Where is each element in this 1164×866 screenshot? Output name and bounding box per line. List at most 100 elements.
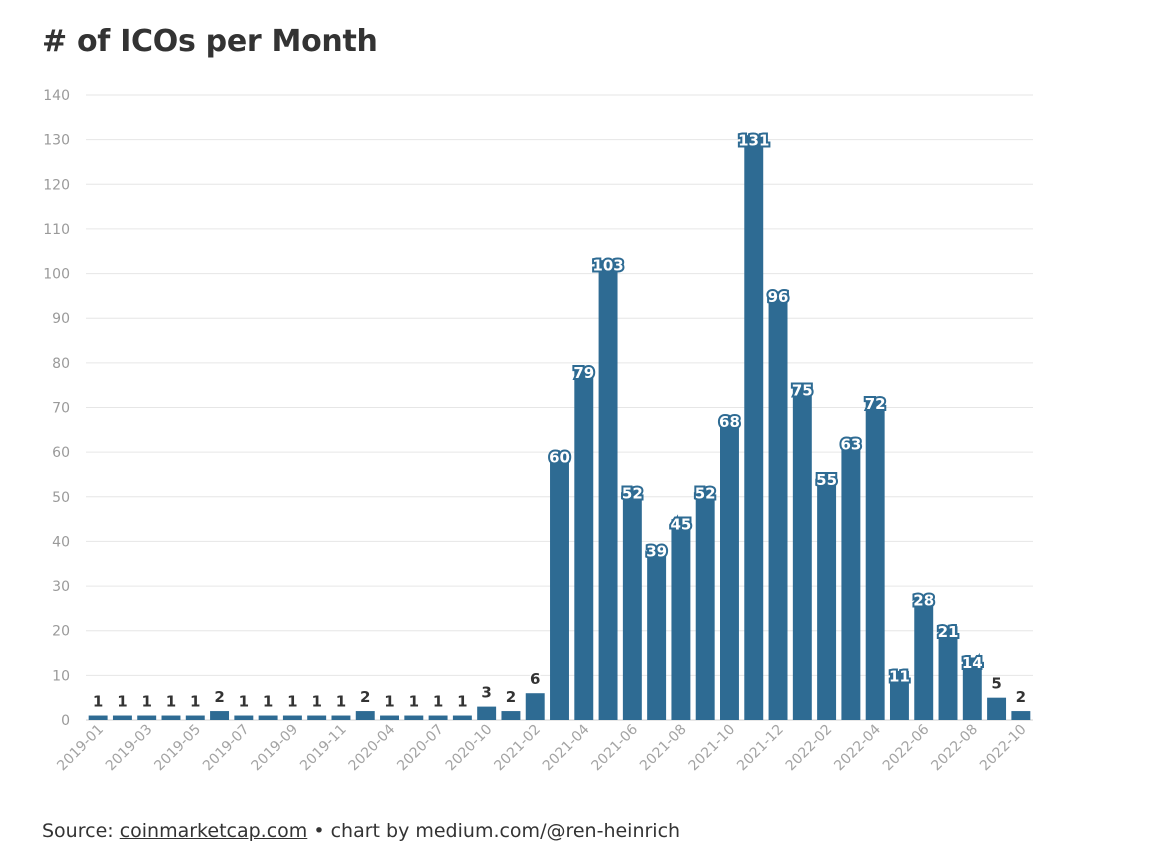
bar — [768, 291, 788, 720]
data-label: 1 — [141, 693, 151, 711]
x-tick-label: 2021-12 — [734, 722, 787, 775]
grid-lines — [86, 94, 1033, 721]
data-label: 72 — [865, 395, 886, 413]
source-link[interactable]: coinmarketcap.com — [119, 820, 308, 842]
bar — [137, 715, 157, 720]
x-tick-label: 2019-01 — [54, 722, 107, 775]
bar — [1011, 711, 1031, 720]
x-tick-label: 2021-06 — [588, 721, 641, 774]
x-tick-label: 2020-07 — [394, 722, 447, 775]
x-tick-label: 2022-10 — [977, 722, 1030, 775]
bar — [525, 693, 545, 720]
bar — [307, 715, 327, 720]
data-label: 79 — [573, 364, 594, 382]
x-tick-label: 2022-04 — [831, 721, 884, 774]
data-label: 39 — [646, 542, 667, 560]
x-tick-label: 2020-04 — [346, 721, 399, 774]
data-label: 2 — [506, 688, 516, 706]
bar — [817, 474, 837, 720]
y-tick-label: 0 — [61, 713, 70, 729]
data-label: 1 — [409, 693, 419, 711]
data-labels: 1 1 1 1 1 2 1 1 1 1 1 2 1 1 1 1 3 26607910352394552681319… — [91, 130, 1027, 712]
bar — [331, 715, 351, 720]
y-axis-tick-labels: 0 10 20 30 40 50 60 70 80 90 100 110 120 130 140 — [43, 88, 70, 729]
y-tick-label: 70 — [52, 401, 70, 417]
bar — [574, 367, 594, 720]
x-tick-label: 2021-02 — [491, 722, 544, 775]
data-label: 1 — [166, 693, 176, 711]
x-tick-label: 2019-09 — [249, 722, 302, 775]
data-label: 11 — [889, 667, 910, 685]
bar — [428, 715, 448, 720]
bar — [452, 715, 472, 720]
y-tick-label: 10 — [52, 668, 70, 684]
data-label: 14 — [962, 654, 983, 672]
bar — [210, 711, 230, 720]
bar — [744, 135, 764, 720]
bar — [234, 715, 254, 720]
y-tick-label: 130 — [43, 133, 70, 149]
data-label: 28 — [913, 592, 934, 610]
bar — [501, 711, 521, 720]
data-label: 1 — [433, 693, 443, 711]
x-tick-label: 2019-03 — [103, 722, 156, 775]
data-label: 1 — [287, 693, 297, 711]
data-label: 63 — [840, 435, 861, 453]
data-label: 60 — [549, 449, 570, 467]
source-prefix: Source: — [42, 820, 120, 842]
x-tick-label: 2020-10 — [443, 722, 496, 775]
x-tick-label: 2022-06 — [880, 721, 933, 774]
y-tick-label: 80 — [52, 356, 70, 372]
y-tick-label: 110 — [43, 222, 70, 238]
bar — [550, 452, 569, 720]
data-label: 1 — [384, 693, 394, 711]
bar — [792, 385, 812, 720]
source-suffix: • chart by medium.com/@ren-heinrich — [307, 820, 681, 842]
x-tick-label: 2021-10 — [686, 722, 739, 775]
data-label: 5 — [991, 675, 1001, 693]
source-note: Source: coinmarketcap.com • chart by med… — [42, 820, 680, 842]
bar — [598, 260, 618, 720]
bar — [88, 715, 108, 720]
bar — [962, 657, 982, 720]
data-label: 52 — [622, 484, 643, 502]
bar — [258, 715, 278, 720]
x-tick-label: 2022-08 — [928, 722, 981, 775]
y-tick-label: 140 — [43, 88, 70, 104]
y-tick-label: 50 — [52, 490, 70, 506]
bar — [914, 595, 934, 720]
data-label: 6 — [530, 670, 540, 688]
data-label: 1 — [239, 693, 249, 711]
data-label: 2 — [1016, 688, 1026, 706]
data-label: 1 — [457, 693, 467, 711]
bar — [987, 697, 1007, 720]
data-label: 1 — [336, 693, 346, 711]
bar — [282, 715, 302, 720]
bar — [112, 715, 132, 720]
y-tick-label: 100 — [43, 267, 70, 283]
data-label: 1 — [190, 693, 200, 711]
bar — [647, 545, 667, 720]
data-label: 1 — [117, 693, 127, 711]
data-label: 1 — [93, 693, 103, 711]
data-label: 131 — [738, 132, 769, 150]
bar — [380, 715, 399, 720]
bar — [695, 487, 715, 720]
x-tick-label: 2019-11 — [297, 722, 350, 775]
bars — [88, 135, 1031, 720]
data-label: 55 — [816, 471, 837, 489]
y-tick-label: 90 — [52, 311, 70, 327]
data-label: 45 — [670, 516, 691, 534]
bar — [477, 706, 497, 720]
bar — [622, 487, 642, 720]
data-label: 68 — [719, 413, 740, 431]
data-label: 96 — [768, 288, 789, 306]
x-tick-label: 2021-08 — [637, 722, 690, 775]
x-axis-tick-labels: 2019-012019-032019-052019-072019-092019-… — [54, 721, 1029, 774]
bar — [865, 398, 885, 720]
x-tick-label: 2022-02 — [783, 722, 836, 775]
x-tick-label: 2021-04 — [540, 721, 593, 774]
bar — [938, 626, 958, 720]
y-tick-label: 60 — [52, 445, 70, 461]
